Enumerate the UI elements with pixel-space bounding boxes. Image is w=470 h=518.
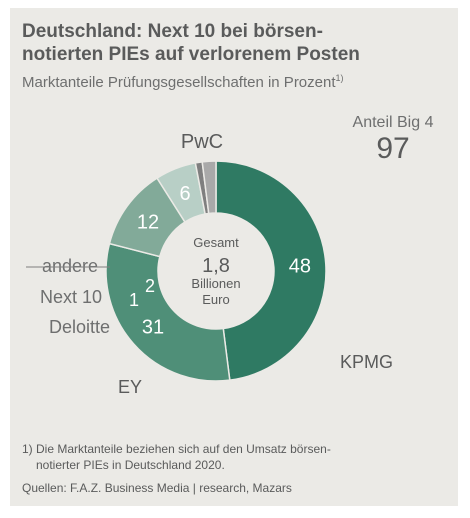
big4-label: Anteil Big 4 (352, 114, 434, 131)
chart-title: Deutschland: Next 10 bei börsen- notiert… (22, 20, 450, 66)
donut-slices (105, 160, 327, 382)
category-label-kpmg: KPMG (340, 352, 393, 372)
slice-andere (201, 160, 217, 215)
center-line-3: Billionen (191, 276, 240, 291)
value-label-kpmg: 31 (142, 317, 164, 339)
value-label-pwc: 48 (289, 256, 311, 278)
chart-subtitle-text: Marktanteile Prüfungsgesellschaften in P… (22, 74, 336, 91)
sources: Quellen: F.A.Z. Business Media | researc… (22, 481, 292, 495)
center-line-1: Gesamt (193, 235, 239, 250)
category-label-ey: EY (118, 377, 142, 397)
center-line-4: Euro (202, 292, 229, 307)
slice-kpmg (105, 242, 231, 382)
category-label-pwc: PwC (181, 131, 223, 153)
donut-category-labels: PwC KPMG EY Deloitte Next 10 andere (40, 131, 393, 397)
category-label-deloitte: Deloitte (49, 317, 110, 337)
chart-subtitle: Marktanteile Prüfungsgesellschaften in P… (22, 68, 450, 93)
footnote-line2: notierter PIEs in Deutschland 2020. (36, 458, 225, 472)
chart-title-line2: notierten PIEs auf verlorenem Posten (22, 44, 360, 65)
value-label-andere: 2 (145, 276, 155, 296)
footnote-line1: Die Marktanteile beziehen sich auf den U… (36, 442, 331, 456)
donut-center-text: Gesamt 1,8 Billionen Euro (191, 235, 240, 307)
footnote-number: 1) (22, 442, 33, 456)
value-label-ey: 12 (137, 212, 159, 234)
slice-pwc (215, 160, 327, 381)
category-label-andere: andere (42, 256, 98, 276)
footnote-text: Die Marktanteile beziehen sich auf den U… (36, 441, 426, 473)
category-label-next-10: Next 10 (40, 287, 102, 307)
center-line-2: 1,8 (202, 255, 230, 277)
big4-value: 97 (376, 132, 410, 165)
value-label-next-10: 1 (129, 290, 139, 310)
value-label-deloitte: 6 (180, 183, 191, 205)
chart-title-line1: Deutschland: Next 10 bei börsen- (22, 21, 323, 42)
chart-subtitle-note: 1) (335, 73, 344, 83)
chart-card: Deutschland: Next 10 bei börsen- notiert… (10, 8, 458, 506)
